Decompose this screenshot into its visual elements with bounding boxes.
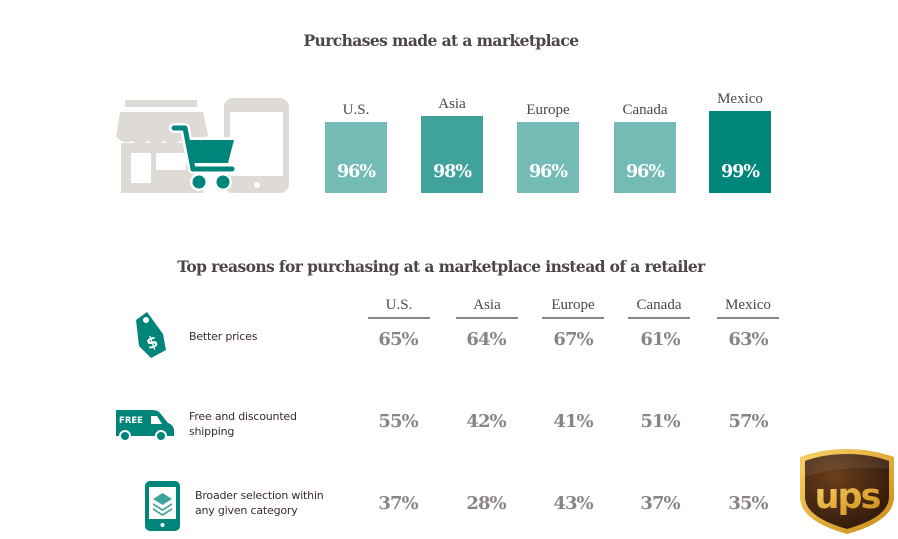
- column-header-mexico: Mexico: [717, 297, 779, 319]
- value-better-prices-us: 65%: [378, 329, 418, 350]
- value-broader-selection-mexico: 35%: [728, 493, 768, 514]
- bar-mexico: 99%: [709, 111, 771, 193]
- value-broader-selection-us: 37%: [378, 493, 418, 514]
- free-label: FREE: [119, 416, 143, 426]
- price-tag-dollar-icon: $: [133, 310, 169, 360]
- value-broader-selection-canada: 37%: [640, 493, 680, 514]
- bar-asia: 98%: [421, 116, 483, 193]
- reason-label-line2: shipping: [189, 425, 235, 438]
- store-cart-tablet-icon: [108, 95, 293, 195]
- bar-europe: 96%: [517, 122, 579, 193]
- ups-logo-text: ups: [815, 477, 881, 517]
- column-header-canada: Canada: [628, 297, 690, 319]
- bar-value-europe: 96%: [529, 162, 568, 182]
- value-free-shipping-mexico: 57%: [728, 411, 768, 432]
- chart-title-purchases: Purchases made at a marketplace: [303, 31, 580, 50]
- value-broader-selection-asia: 28%: [466, 493, 506, 514]
- bar-label-europe: Europe: [526, 102, 570, 118]
- reason-label-line1: Broader selection within: [195, 489, 324, 502]
- ups-logo: ups: [798, 447, 896, 535]
- reason-label-line2: any given category: [195, 504, 298, 517]
- value-better-prices-mexico: 63%: [728, 329, 768, 350]
- free-shipping-truck-icon: FREE: [114, 407, 176, 443]
- tablet-layers-icon: [145, 481, 181, 531]
- column-header-us: U.S.: [368, 297, 430, 319]
- reason-label-line1: Free and discounted: [189, 410, 297, 423]
- reason-label-better-prices: Better prices: [189, 330, 258, 343]
- bar-us: 96%: [325, 122, 387, 193]
- bar-value-mexico: 99%: [721, 162, 760, 182]
- value-better-prices-canada: 61%: [640, 329, 680, 350]
- value-broader-selection-europe: 43%: [553, 493, 593, 514]
- value-better-prices-asia: 64%: [466, 329, 506, 350]
- bar-value-us: 96%: [337, 162, 376, 182]
- value-better-prices-europe: 67%: [553, 329, 593, 350]
- value-free-shipping-europe: 41%: [553, 411, 593, 432]
- bar-label-asia: Asia: [438, 96, 466, 112]
- value-free-shipping-asia: 42%: [466, 411, 506, 432]
- column-header-asia: Asia: [456, 297, 518, 319]
- value-free-shipping-us: 55%: [378, 411, 418, 432]
- reason-label-free-shipping: Free and discounted shipping: [189, 409, 297, 439]
- bar-label-mexico: Mexico: [717, 91, 763, 107]
- bar-label-us: U.S.: [342, 102, 370, 118]
- bar-value-asia: 98%: [433, 162, 472, 182]
- bar-label-canada: Canada: [622, 102, 668, 118]
- value-free-shipping-canada: 51%: [640, 411, 680, 432]
- reason-label-broader-selection: Broader selection within any given categ…: [195, 488, 324, 518]
- table-title-reasons: Top reasons for purchasing at a marketpl…: [177, 257, 705, 276]
- bar-canada: 96%: [614, 122, 676, 193]
- bar-value-canada: 96%: [626, 162, 665, 182]
- column-header-europe: Europe: [542, 297, 604, 319]
